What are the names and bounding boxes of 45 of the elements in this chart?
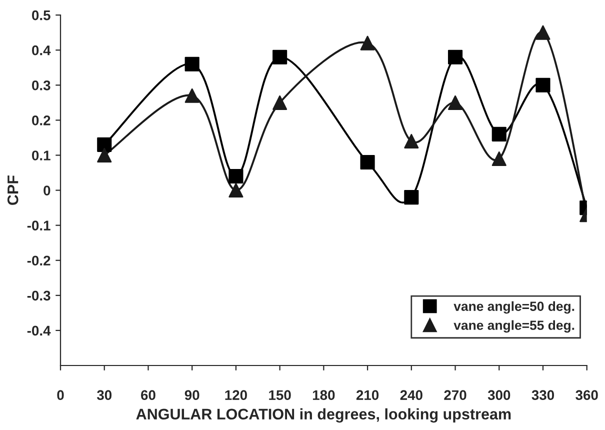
x-tick-label: 360 [576,390,598,400]
y-axis-title: CPF [7,176,18,205]
y-tick-label: -0.4 [27,326,51,336]
point [404,134,419,148]
x-axis-title: ANGULAR LOCATION in degrees, looking upstream [136,408,511,423]
y-tick-label: -0.1 [27,220,50,230]
x-tick-label: 60 [141,390,156,400]
x-tick-label: 330 [532,390,554,400]
x-tick-label: 270 [444,390,466,400]
point [448,50,463,64]
y-tick-label: -0.3 [27,290,50,301]
point [97,148,112,163]
y-tick-label: 0.2 [32,116,50,126]
point [272,50,288,64]
y-tick-label: 0.1 [32,150,50,160]
point [492,151,506,166]
x-tick-label: 180 [312,390,335,400]
point [360,154,375,170]
x-tick-label: 0 [57,390,64,400]
point [448,95,463,110]
point [228,182,244,198]
point [228,168,244,184]
legend-label: vane angle=55 deg. [454,320,574,333]
x-tick-label: 30 [96,390,112,400]
point [360,36,375,50]
point [404,190,419,205]
point [184,56,200,72]
x-tick-label: 300 [488,390,510,400]
x-tick-label: 120 [225,390,247,400]
point [536,25,550,40]
point [492,126,506,142]
y-tick-label: -0.2 [27,256,50,266]
x-tick-label: 150 [269,390,291,400]
x-tick-label: 210 [356,390,379,400]
legend-label: vane angle=50 deg. [454,301,574,314]
x-tick-label: 90 [184,390,200,400]
point [97,137,112,152]
y-tick-label: 0.3 [32,80,50,90]
point [184,88,200,103]
point [536,78,550,92]
y-tick-label: 0.5 [32,10,50,20]
x-tick-label: 240 [400,390,422,400]
y-tick-label: 0.4 [32,45,51,56]
point [272,95,288,110]
y-tick-label: 0 [44,186,50,196]
